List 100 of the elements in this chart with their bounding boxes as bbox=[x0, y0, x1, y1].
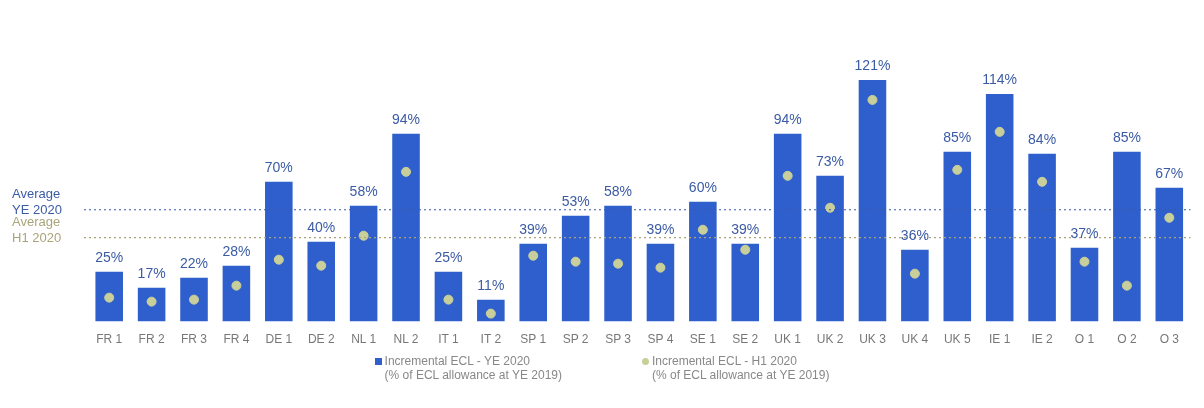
x-tick-label: UK 4 bbox=[901, 332, 929, 347]
point bbox=[104, 292, 115, 303]
x-tick-label: NL 1 bbox=[351, 332, 377, 347]
point bbox=[825, 202, 836, 213]
bar bbox=[265, 181, 293, 322]
bar bbox=[222, 265, 251, 322]
bar bbox=[1070, 247, 1099, 322]
bar bbox=[731, 243, 760, 322]
data-label: 28% bbox=[222, 242, 251, 259]
bar bbox=[689, 201, 717, 322]
point bbox=[401, 166, 412, 177]
x-tick-label: UK 2 bbox=[816, 332, 844, 347]
data-label: 73% bbox=[816, 152, 845, 169]
x-tick-label: FR 3 bbox=[181, 332, 208, 347]
bar bbox=[95, 271, 123, 322]
bar bbox=[816, 175, 844, 322]
point bbox=[1037, 176, 1048, 187]
bar bbox=[773, 133, 802, 322]
x-tick-label: FR 4 bbox=[223, 332, 250, 347]
bar bbox=[943, 151, 972, 322]
data-label: 22% bbox=[179, 254, 209, 271]
data-label: 40% bbox=[307, 218, 336, 235]
bar bbox=[519, 243, 548, 322]
point bbox=[273, 254, 284, 265]
data-label: 11% bbox=[477, 276, 505, 293]
point bbox=[994, 126, 1005, 137]
point bbox=[570, 256, 581, 267]
bar bbox=[307, 241, 335, 322]
x-tick-label: UK 1 bbox=[774, 332, 802, 347]
x-tick-label: IT 1 bbox=[438, 332, 459, 347]
x-tick-label: FR 2 bbox=[138, 332, 165, 347]
x-tick-label: UK 3 bbox=[859, 332, 887, 347]
data-label: 53% bbox=[561, 192, 590, 209]
x-tick-label: SP 2 bbox=[562, 332, 589, 347]
point bbox=[782, 170, 793, 181]
data-label: 25% bbox=[434, 248, 463, 265]
legend-label: Incremental ECL - YE 2020 (% of ECL allowance at YE 2019) bbox=[384, 354, 562, 382]
bar bbox=[561, 215, 590, 322]
bar bbox=[392, 133, 420, 322]
bar bbox=[646, 243, 675, 322]
point bbox=[316, 260, 327, 271]
point bbox=[867, 94, 878, 105]
bar bbox=[1028, 153, 1056, 322]
data-label: 39% bbox=[519, 220, 548, 237]
bar bbox=[180, 277, 208, 322]
bar bbox=[434, 271, 463, 322]
bar bbox=[1113, 151, 1141, 322]
bar bbox=[985, 93, 1014, 322]
data-label: 94% bbox=[773, 110, 802, 127]
point bbox=[1079, 256, 1090, 267]
data-label: 94% bbox=[392, 110, 421, 127]
data-label: 60% bbox=[688, 178, 717, 195]
bar bbox=[349, 205, 378, 322]
data-label: 58% bbox=[349, 182, 378, 199]
data-label: 85% bbox=[943, 128, 972, 145]
x-tick-label: FR 1 bbox=[96, 332, 123, 347]
bar bbox=[901, 249, 929, 322]
data-label: 67% bbox=[1155, 164, 1184, 181]
x-tick-label: SP 3 bbox=[605, 332, 632, 347]
x-tick-label: DE 1 bbox=[265, 332, 293, 347]
data-label: 39% bbox=[646, 220, 675, 237]
point bbox=[655, 262, 666, 273]
data-label: 36% bbox=[900, 226, 929, 243]
point bbox=[189, 294, 200, 305]
bar bbox=[1155, 187, 1184, 322]
legend-label: Incremental ECL - H1 2020 (% of ECL allowance at YE 2019) bbox=[652, 354, 830, 382]
data-label: 58% bbox=[604, 182, 633, 199]
point bbox=[443, 294, 454, 305]
bar bbox=[858, 79, 887, 322]
point bbox=[528, 250, 539, 261]
x-tick-label: SP 4 bbox=[647, 332, 674, 347]
x-tick-label: SE 2 bbox=[732, 332, 759, 347]
data-label: 17% bbox=[137, 264, 166, 281]
x-tick-label: O 1 bbox=[1074, 332, 1095, 347]
x-tick-label: O 2 bbox=[1117, 332, 1137, 347]
data-label: 37% bbox=[1070, 224, 1099, 241]
x-tick-label: IT 2 bbox=[480, 332, 502, 347]
x-tick-label: DE 2 bbox=[307, 332, 335, 347]
x-tick-label: IE 1 bbox=[989, 332, 1011, 347]
data-label: 39% bbox=[731, 220, 760, 237]
point bbox=[231, 280, 242, 291]
point bbox=[358, 230, 369, 241]
point bbox=[613, 258, 624, 269]
x-tick-label: SP 1 bbox=[520, 332, 547, 347]
x-tick-label: SE 1 bbox=[689, 332, 717, 347]
point bbox=[740, 244, 751, 255]
x-tick-label: O 3 bbox=[1159, 332, 1180, 347]
bar bbox=[137, 287, 166, 322]
point bbox=[1121, 280, 1132, 291]
bar bbox=[604, 205, 632, 322]
data-label: 121% bbox=[854, 56, 891, 73]
point bbox=[1164, 212, 1175, 223]
point bbox=[952, 164, 963, 175]
point bbox=[909, 268, 920, 279]
x-tick-label: IE 2 bbox=[1031, 332, 1054, 347]
point bbox=[697, 224, 708, 235]
data-label: 85% bbox=[1112, 128, 1141, 145]
data-label: 84% bbox=[1028, 130, 1057, 147]
data-label: 70% bbox=[264, 158, 293, 175]
x-tick-label: NL 2 bbox=[393, 332, 419, 347]
